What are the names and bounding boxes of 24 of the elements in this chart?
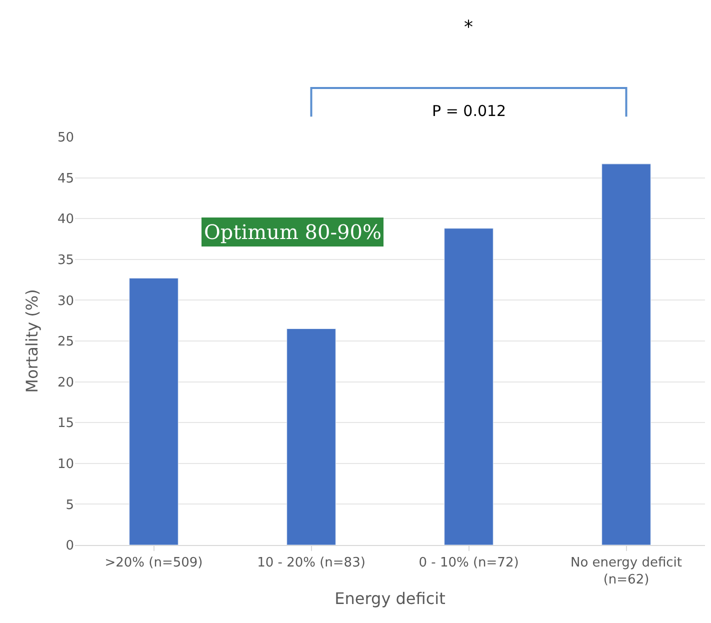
y-tick-label: 15 — [57, 416, 74, 432]
text: P = 0.012 — [432, 102, 506, 120]
bar — [286, 328, 336, 545]
bar — [602, 164, 651, 545]
x-tick-label: 0 - 10% (n=72) — [418, 556, 519, 571]
bar — [129, 278, 178, 545]
y-tick-label: 25 — [57, 334, 74, 350]
y-tick-label: 45 — [57, 171, 74, 186]
y-tick-label: 10 — [57, 456, 74, 472]
y-tick-label: 35 — [57, 252, 74, 268]
x-tick-label: 10 - 20% (n=83) — [257, 556, 366, 571]
annotation: Optimum 80-90% — [204, 220, 382, 244]
x-axis-title: Energy deficit — [334, 589, 446, 608]
bar — [444, 228, 494, 545]
y-tick-label: 50 — [57, 130, 74, 146]
y-tick-label: 5 — [66, 498, 74, 513]
text: * — [464, 17, 473, 38]
y-axis-title: Mortality (%) — [22, 289, 42, 393]
y-tick-label: 40 — [57, 212, 74, 228]
y-tick-label: 20 — [57, 375, 74, 390]
y-tick-label: 30 — [57, 294, 74, 309]
y-tick-label: 0 — [66, 538, 74, 554]
x-tick-label: No energy deficit (n=62) — [570, 556, 682, 588]
x-tick-label: >20% (n=509) — [104, 556, 203, 571]
